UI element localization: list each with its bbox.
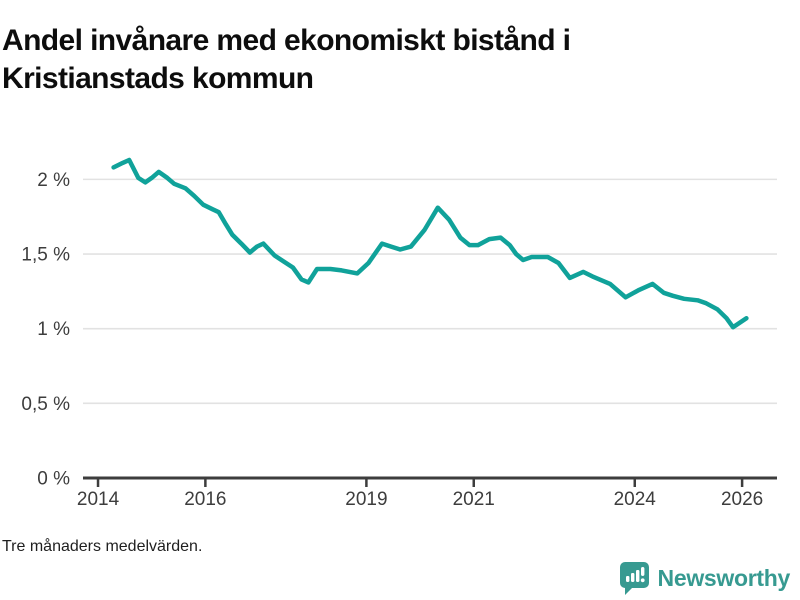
y-axis-tick-label: 0 % [37,469,70,490]
y-axis-tick-label: 2 % [37,170,70,191]
data-line-andel-inv-nare-med-ekonomiskt-bist-nd [111,157,749,330]
x-axis-tick-label: 2021 [453,489,495,510]
x-axis-tick-label: 2016 [184,489,226,510]
y-axis-tick-label: 1 % [37,319,70,340]
brand-name: Newsworthy [657,565,791,591]
page-title: Andel invånare med ekonomiskt bistånd i … [2,24,571,95]
y-axis-tick-label: 0,5 % [21,394,70,415]
x-axis-tick-label: 2026 [721,489,763,510]
brand-logo: Newsworthy [619,561,790,596]
chart-footnote: Tre månaders medelvärden. [2,538,203,555]
x-axis-tick-label: 2019 [345,489,387,510]
y-axis-tick-label: 1,5 % [21,245,70,266]
x-axis-tick-label: 2024 [614,489,657,510]
newsworthy-icon [619,562,649,595]
x-axis-tick-label: 2014 [77,489,120,510]
